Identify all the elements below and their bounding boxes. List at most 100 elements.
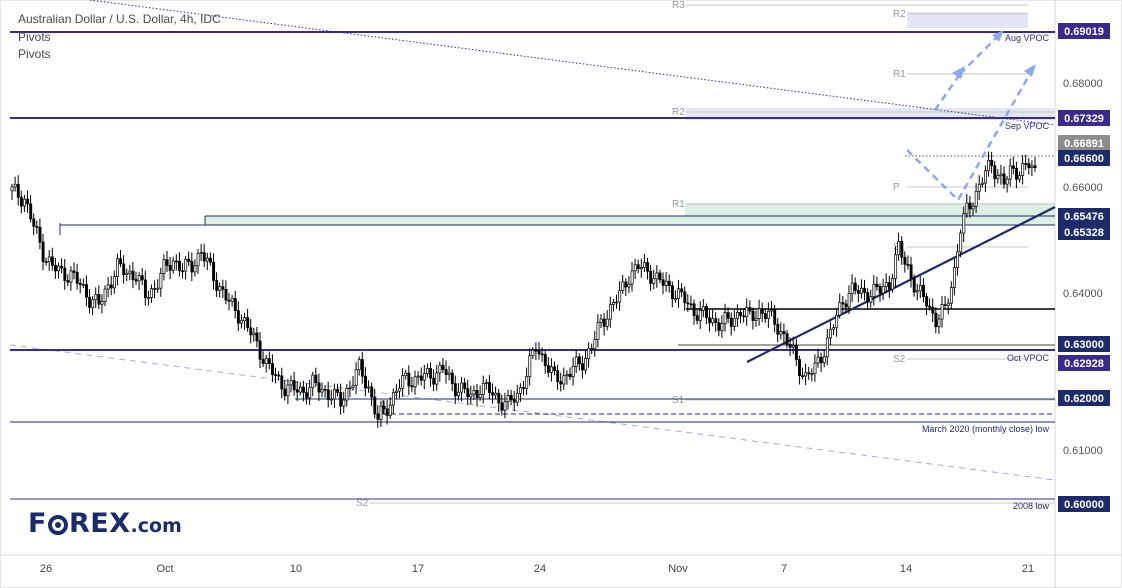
candle-down[interactable] bbox=[326, 389, 330, 400]
candle-down[interactable] bbox=[236, 310, 240, 324]
candle-up[interactable] bbox=[106, 284, 110, 290]
candle-down[interactable] bbox=[292, 380, 296, 391]
candle-up[interactable] bbox=[946, 302, 950, 306]
candle-up[interactable] bbox=[608, 304, 612, 320]
candle-down[interactable] bbox=[360, 359, 364, 377]
candle-up[interactable] bbox=[971, 205, 975, 210]
candle-up[interactable] bbox=[357, 359, 361, 371]
candle-up[interactable] bbox=[869, 296, 873, 303]
candle-up[interactable] bbox=[345, 388, 349, 401]
candle-down[interactable] bbox=[782, 331, 786, 334]
candle-up[interactable] bbox=[94, 294, 98, 301]
candle-up[interactable] bbox=[767, 310, 770, 320]
candle-up[interactable] bbox=[643, 262, 646, 268]
candle-up[interactable] bbox=[525, 376, 529, 389]
candle-down[interactable] bbox=[841, 302, 845, 305]
candle-up[interactable] bbox=[711, 318, 715, 324]
candle-up[interactable] bbox=[838, 302, 842, 316]
candle-down[interactable] bbox=[134, 279, 138, 282]
candle-up[interactable] bbox=[593, 339, 597, 350]
candle-up[interactable] bbox=[1018, 175, 1022, 180]
candle-up[interactable] bbox=[562, 375, 566, 385]
candle-up[interactable] bbox=[156, 287, 160, 290]
candle-up[interactable] bbox=[698, 309, 702, 321]
candle-up[interactable] bbox=[1005, 178, 1009, 185]
candle-down[interactable] bbox=[763, 313, 767, 320]
candle-down[interactable] bbox=[88, 296, 92, 308]
candle-down[interactable] bbox=[261, 358, 265, 364]
candle-down[interactable] bbox=[54, 264, 57, 272]
candle-up[interactable] bbox=[1008, 165, 1012, 180]
candle-down[interactable] bbox=[912, 278, 916, 293]
candle-up[interactable] bbox=[612, 302, 615, 305]
candle-down[interactable] bbox=[295, 389, 299, 393]
candle-down[interactable] bbox=[140, 275, 144, 281]
candle-down[interactable] bbox=[760, 308, 764, 314]
candle-down[interactable] bbox=[581, 363, 584, 371]
candle-down[interactable] bbox=[44, 261, 48, 263]
candle-down[interactable] bbox=[751, 310, 755, 321]
candle-down[interactable] bbox=[540, 353, 544, 356]
candle-down[interactable] bbox=[249, 327, 253, 336]
candle-down[interactable] bbox=[853, 282, 857, 291]
candle-down[interactable] bbox=[692, 303, 696, 316]
candle-up[interactable] bbox=[832, 327, 836, 330]
candle-down[interactable] bbox=[667, 280, 671, 287]
candle-down[interactable] bbox=[968, 202, 972, 210]
candle-up[interactable] bbox=[984, 170, 987, 184]
candle-down[interactable] bbox=[50, 256, 54, 266]
candle-down[interactable] bbox=[788, 344, 792, 348]
candle-up[interactable] bbox=[171, 260, 175, 271]
candle-down[interactable] bbox=[993, 165, 997, 180]
candle-up[interactable] bbox=[503, 401, 507, 411]
candle-up[interactable] bbox=[422, 373, 426, 381]
candle-up[interactable] bbox=[621, 281, 625, 291]
candle-down[interactable] bbox=[466, 388, 470, 398]
candle-up[interactable] bbox=[398, 387, 402, 392]
candle-up[interactable] bbox=[757, 308, 761, 319]
candle-up[interactable] bbox=[891, 278, 894, 290]
candle-down[interactable] bbox=[66, 280, 70, 283]
candle-down[interactable] bbox=[373, 396, 377, 415]
candle-down[interactable] bbox=[453, 383, 457, 397]
candle-up[interactable] bbox=[791, 345, 795, 348]
candle-down[interactable] bbox=[267, 358, 271, 364]
candle-up[interactable] bbox=[286, 384, 290, 397]
candle-up[interactable] bbox=[264, 358, 268, 364]
candle-up[interactable] bbox=[311, 374, 315, 388]
candle-down[interactable] bbox=[559, 381, 563, 385]
candle-down[interactable] bbox=[878, 286, 882, 294]
candle-down[interactable] bbox=[577, 356, 581, 364]
candle-up[interactable] bbox=[484, 382, 488, 384]
candle-up[interactable] bbox=[618, 290, 622, 303]
candle-up[interactable] bbox=[996, 175, 1000, 180]
candle-up[interactable] bbox=[116, 258, 119, 277]
candle-up[interactable] bbox=[69, 270, 73, 283]
candle-down[interactable] bbox=[227, 299, 231, 302]
candle-up[interactable] bbox=[565, 373, 569, 377]
candle-up[interactable] bbox=[81, 284, 85, 286]
candle-up[interactable] bbox=[199, 252, 203, 254]
candle-up[interactable] bbox=[779, 331, 783, 335]
candle-up[interactable] bbox=[457, 391, 460, 397]
candle-down[interactable] bbox=[215, 280, 219, 291]
candle-down[interactable] bbox=[432, 377, 436, 385]
candle-up[interactable] bbox=[962, 213, 966, 234]
candle-down[interactable] bbox=[450, 372, 454, 385]
candle-down[interactable] bbox=[444, 369, 448, 375]
candle-down[interactable] bbox=[221, 286, 225, 290]
candle-up[interactable] bbox=[103, 288, 107, 302]
candle-up[interactable] bbox=[956, 251, 960, 269]
candle-up[interactable] bbox=[677, 288, 681, 300]
candle-up[interactable] bbox=[218, 286, 222, 291]
candle-up[interactable] bbox=[159, 273, 163, 289]
candle-up[interactable] bbox=[587, 348, 591, 359]
candle-up[interactable] bbox=[633, 264, 637, 272]
candle-up[interactable] bbox=[401, 375, 405, 389]
candle-down[interactable] bbox=[509, 394, 513, 401]
candle-up[interactable] bbox=[333, 388, 336, 400]
candle-up[interactable] bbox=[835, 314, 839, 329]
candle-up[interactable] bbox=[850, 282, 854, 294]
candle-up[interactable] bbox=[447, 372, 451, 375]
candle-up[interactable] bbox=[999, 173, 1003, 176]
